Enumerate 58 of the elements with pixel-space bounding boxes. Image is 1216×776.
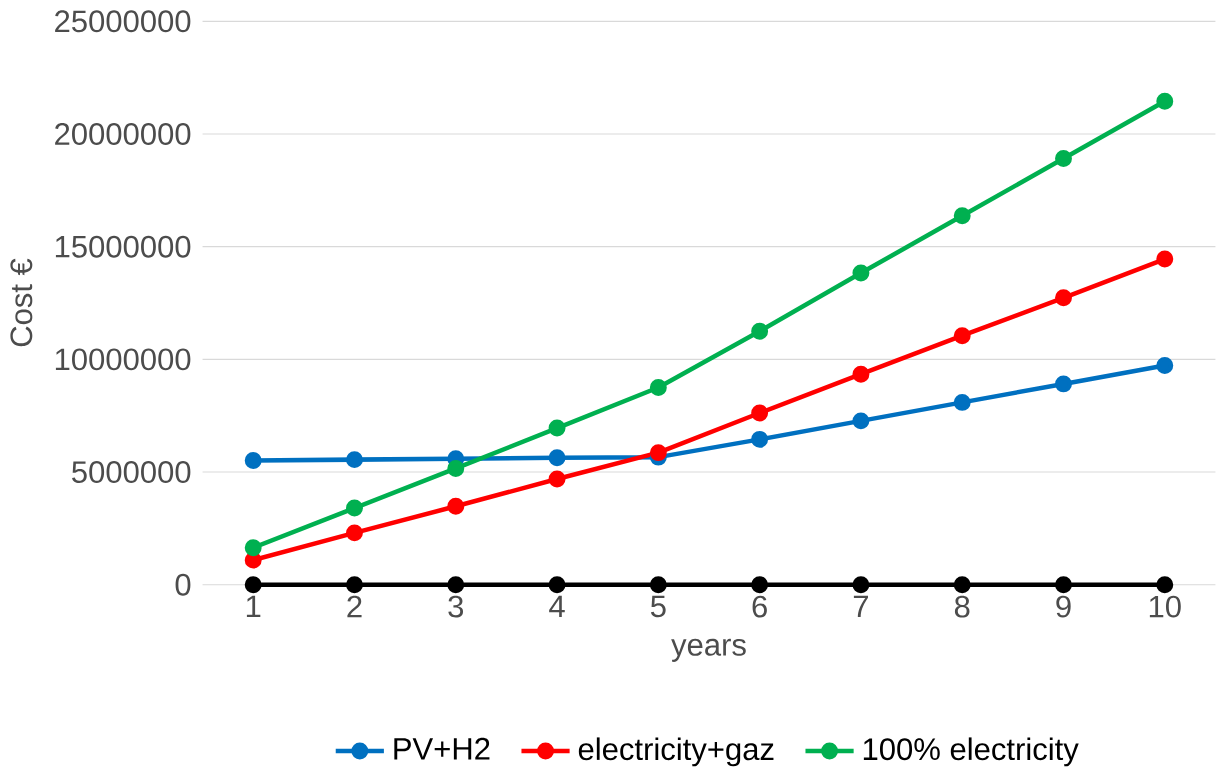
point: [953, 327, 971, 345]
point: [953, 394, 971, 411]
point: [346, 576, 363, 594]
x-tick-label: 5: [650, 595, 666, 618]
point: [751, 576, 769, 594]
point: [1156, 92, 1174, 110]
point: [1055, 289, 1072, 307]
legend-label: PV+H2: [394, 737, 490, 760]
point: [346, 524, 363, 542]
point: [649, 379, 667, 397]
point: [1055, 150, 1072, 168]
x-tick-label: 3: [448, 595, 464, 618]
point: [1156, 576, 1174, 594]
x-tick-label: 1: [246, 595, 261, 618]
point: [953, 576, 971, 594]
y-tick-label: 25000000: [55, 10, 191, 33]
point: [751, 322, 769, 340]
point: [346, 499, 363, 517]
point: [852, 576, 870, 594]
x-tick-label: 10: [1149, 595, 1181, 618]
x-tick-label: 8: [954, 595, 970, 618]
point: [447, 460, 465, 477]
y-tick-label: 20000000: [55, 123, 191, 146]
point: [852, 365, 870, 383]
point: [548, 449, 566, 467]
point: [953, 207, 971, 225]
x-tick-label: 2: [347, 595, 362, 618]
y-tick-label: 0: [175, 573, 191, 596]
y-tick-label: 15000000: [55, 235, 191, 258]
point: [1156, 250, 1174, 268]
point: [649, 444, 667, 462]
point: [1055, 375, 1072, 393]
point: [244, 539, 262, 557]
y-tick-label: 5000000: [72, 461, 191, 484]
point: [852, 264, 870, 282]
x-axis-title: years: [671, 638, 746, 663]
point: [244, 576, 262, 594]
point: [548, 576, 566, 594]
legend-label: 100% electricity: [863, 737, 1079, 767]
point: [1156, 357, 1174, 374]
point: [548, 419, 566, 437]
y-tick-label: 10000000: [55, 348, 191, 371]
point: [346, 451, 363, 469]
point: [447, 576, 465, 594]
y-axis-title: Cost €: [10, 258, 33, 347]
point: [244, 452, 262, 470]
point: [1055, 576, 1072, 594]
point: [852, 412, 870, 430]
point: [649, 576, 667, 594]
point: [548, 470, 566, 488]
point: [751, 404, 769, 422]
x-tick-label: 4: [549, 595, 565, 618]
x-tick-label: 6: [752, 595, 767, 618]
legend-label: electricity+gaz: [578, 737, 774, 767]
point: [447, 497, 465, 515]
x-tick-label: 9: [1056, 595, 1071, 618]
x-tick-label: 7: [853, 595, 868, 618]
point: [751, 430, 769, 448]
